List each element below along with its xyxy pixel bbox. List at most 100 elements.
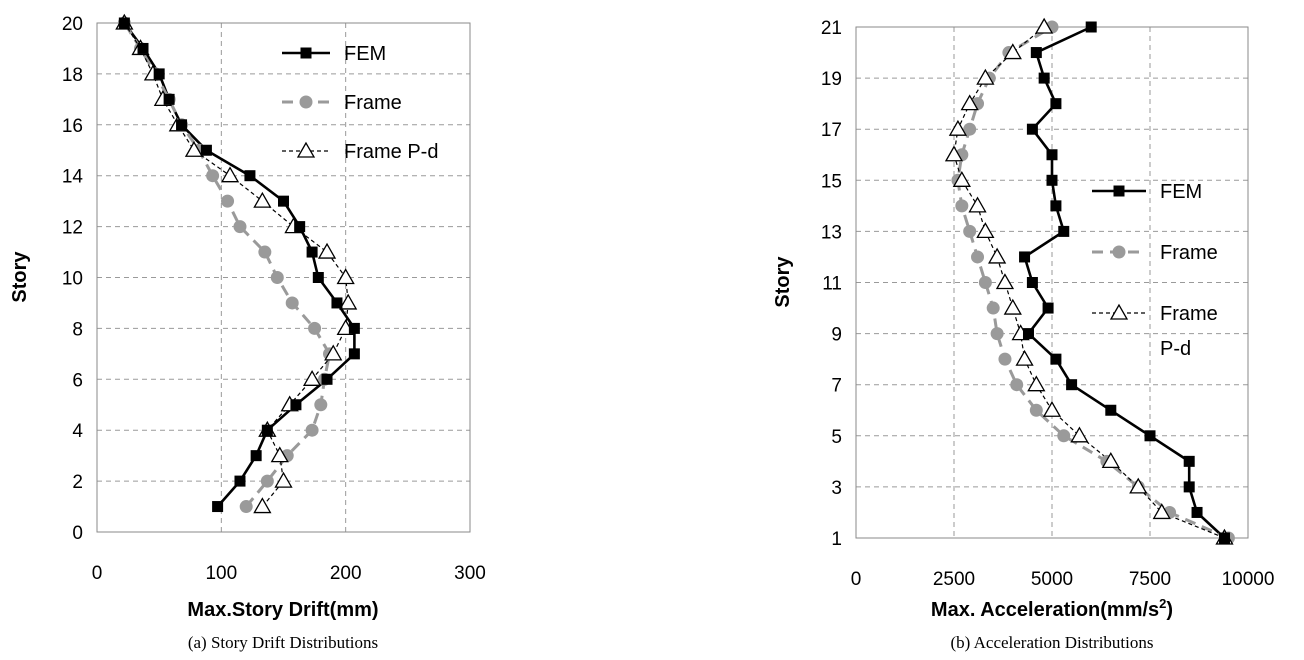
chart-b-legend-frame-pd-swatch-symbol (1109, 303, 1129, 320)
chart-a-series-frame-point (305, 423, 319, 437)
chart-b-series-fem-point (1030, 47, 1042, 59)
chart-a-series-frame-point (285, 296, 299, 310)
chart-b-series-fem-point (1046, 149, 1058, 161)
chart-b-series-fem-point (1042, 302, 1054, 314)
chart-a-series-fem-point (312, 272, 324, 283)
chart-b-series-frame-point (963, 224, 977, 238)
chart-a-y-tick-label: 12 (62, 218, 83, 239)
chart-b-y-axis-label: Story (772, 256, 794, 308)
chart-a-series-fem-point (250, 450, 262, 462)
chart-b-series-frame-pd-point (995, 273, 1015, 290)
chart-a-x-axis-label: Max.Story Drift(mm) (187, 599, 378, 621)
chart-b-x-axis-label-main: Max. Acceleration(mm/s (931, 599, 1159, 621)
chart-a-y-tick-label: 10 (62, 269, 83, 290)
chart-b-series-fem-point (1066, 379, 1078, 391)
chart-b-x-tick-label: 0 (851, 569, 862, 590)
chart-a-series-frame-line (123, 22, 331, 508)
chart-b-legend-frame-swatch-symbol (1112, 245, 1126, 259)
chart-b-legend-fem-swatch-marker (1113, 185, 1125, 197)
chart-b-series-frame-pd-point (1070, 426, 1089, 443)
chart-b-series-fem-point (1058, 225, 1070, 237)
chart-b-y-tick-label: 13 (821, 222, 842, 243)
chart-b-series-frame-pd-point (952, 170, 971, 187)
chart-b-series-frame-point (1029, 403, 1043, 417)
chart-b-legend-frame-swatch-marker (1112, 245, 1126, 259)
chart-a-tick-labels: 0 100 200 300 0 2 4 6 8 10 12 14 16 18 20 (62, 14, 486, 584)
chart-a-legend-frame-swatch-symbol (299, 95, 313, 109)
chart-a-x-tick-label: 300 (454, 563, 486, 584)
chart-b-legend-frame-pd-swatch-marker (1109, 303, 1129, 320)
chart-a-y-tick-label: 20 (62, 14, 83, 35)
chart-a-legend-fem: FEM (344, 43, 386, 65)
chart-a-series-frame-point (314, 398, 328, 412)
chart-a-y-tick-label: 14 (62, 167, 84, 188)
chart-a-series-frame-point (270, 271, 284, 284)
chart-a-series-frame-point (221, 194, 235, 208)
chart-a-series-fem-point (306, 246, 318, 258)
chart-a-series (115, 13, 360, 514)
chart-b-x-axis-label-end: ) (1166, 599, 1173, 621)
chart-b-x-tick-label: 5000 (1031, 569, 1073, 590)
chart-a-legend-frame: Frame (344, 92, 402, 114)
chart-b-caption: (b) Acceleration Distributions (950, 633, 1153, 652)
chart-b-series-fem-point (1022, 328, 1034, 340)
chart-b-series-frame-pd-point (1003, 298, 1022, 315)
chart-b-series-frame-pd-point (960, 94, 979, 111)
chart-a-series-fem-point (261, 424, 273, 436)
chart-b-series-frame-pd-point (968, 196, 987, 213)
chart-a-series-fem-point (200, 144, 212, 156)
chart-b-series-fem-point (1019, 251, 1031, 263)
chart-a-y-tick-label: 8 (72, 319, 83, 340)
chart-b-series-fem-point (1218, 532, 1230, 544)
chart-a-series-frame-point (239, 500, 253, 514)
chart-b-series-frame-pd-point (1035, 17, 1054, 34)
chart-b-series-frame-point (978, 276, 992, 289)
chart-b-series-fem-point (1144, 430, 1156, 442)
chart-b-legend-frame: Frame (1160, 242, 1218, 264)
chart-a-series-fem-point (278, 195, 289, 207)
chart-a-series-frame-point (260, 474, 274, 488)
chart-b-series-fem-point (1085, 21, 1097, 33)
chart-b-y-tick-label: 15 (821, 171, 842, 192)
chart-a-series-fem-point (234, 475, 246, 487)
chart-b-series-fem-point (1105, 404, 1117, 416)
chart-a-y-axis-label: Story (9, 251, 31, 303)
chart-a-legend-fem-swatch-symbol (300, 47, 312, 59)
chart-b-series-frame-point (990, 327, 1004, 341)
chart-b-series-fem-point (1046, 174, 1058, 186)
chart-a-series-frame-pd-point (324, 344, 343, 361)
chart-a-series-fem-point (348, 322, 360, 334)
chart-b-series-frame-pd-point (1152, 503, 1171, 520)
chart-b-series-frame-point (986, 301, 1000, 315)
chart-b-y-tick-label: 3 (831, 478, 842, 499)
chart-b-series-frame-pd-point (1129, 477, 1148, 494)
chart-b-series-frame-point (1057, 429, 1071, 443)
chart-b-series-frame-point (998, 352, 1012, 366)
chart-b-y-tick-label: 19 (821, 69, 842, 90)
chart-a-x-tick-label: 0 (92, 563, 103, 584)
chart-a-series-fem-line (123, 22, 356, 508)
chart-a-series-frame-point (206, 169, 220, 183)
chart-a-y-tick-label: 0 (72, 523, 83, 544)
chart-a-series-fem-point (244, 170, 256, 182)
chart-b-series-fem-point (1050, 353, 1062, 365)
chart-a-series-frame-pd-point (317, 242, 337, 259)
chart-b-x-axis-label-sup: 2 (1159, 596, 1166, 611)
chart-b-series-frame-pd-point (1101, 452, 1120, 469)
chart-a-series-frame-pd-point (253, 191, 272, 208)
chart-b-series-frame-point (971, 250, 985, 264)
chart-b-series-frame-pd-point (1003, 43, 1022, 60)
chart-b-x-axis-label: Max. Acceleration(mm/s2) (931, 596, 1173, 621)
chart-a-y-tick-label: 6 (72, 370, 83, 391)
chart-b-series-frame-pd-point (976, 222, 995, 239)
chart-story-drift: 0 100 200 300 0 2 4 6 8 10 12 14 16 18 20 Max.Story Dr… (9, 13, 486, 652)
chart-a-series-fem-point (137, 42, 149, 54)
chart-a-y-tick-label: 16 (62, 116, 83, 137)
chart-b-legend-fem-swatch-symbol (1113, 185, 1125, 197)
chart-a-legend-frame-pd-swatch-symbol (296, 141, 316, 158)
chart-a-series-frame-pd-point (220, 166, 240, 183)
chart-b-x-tick-label: 2500 (933, 569, 975, 590)
chart-a-series-frame-point (308, 321, 322, 335)
